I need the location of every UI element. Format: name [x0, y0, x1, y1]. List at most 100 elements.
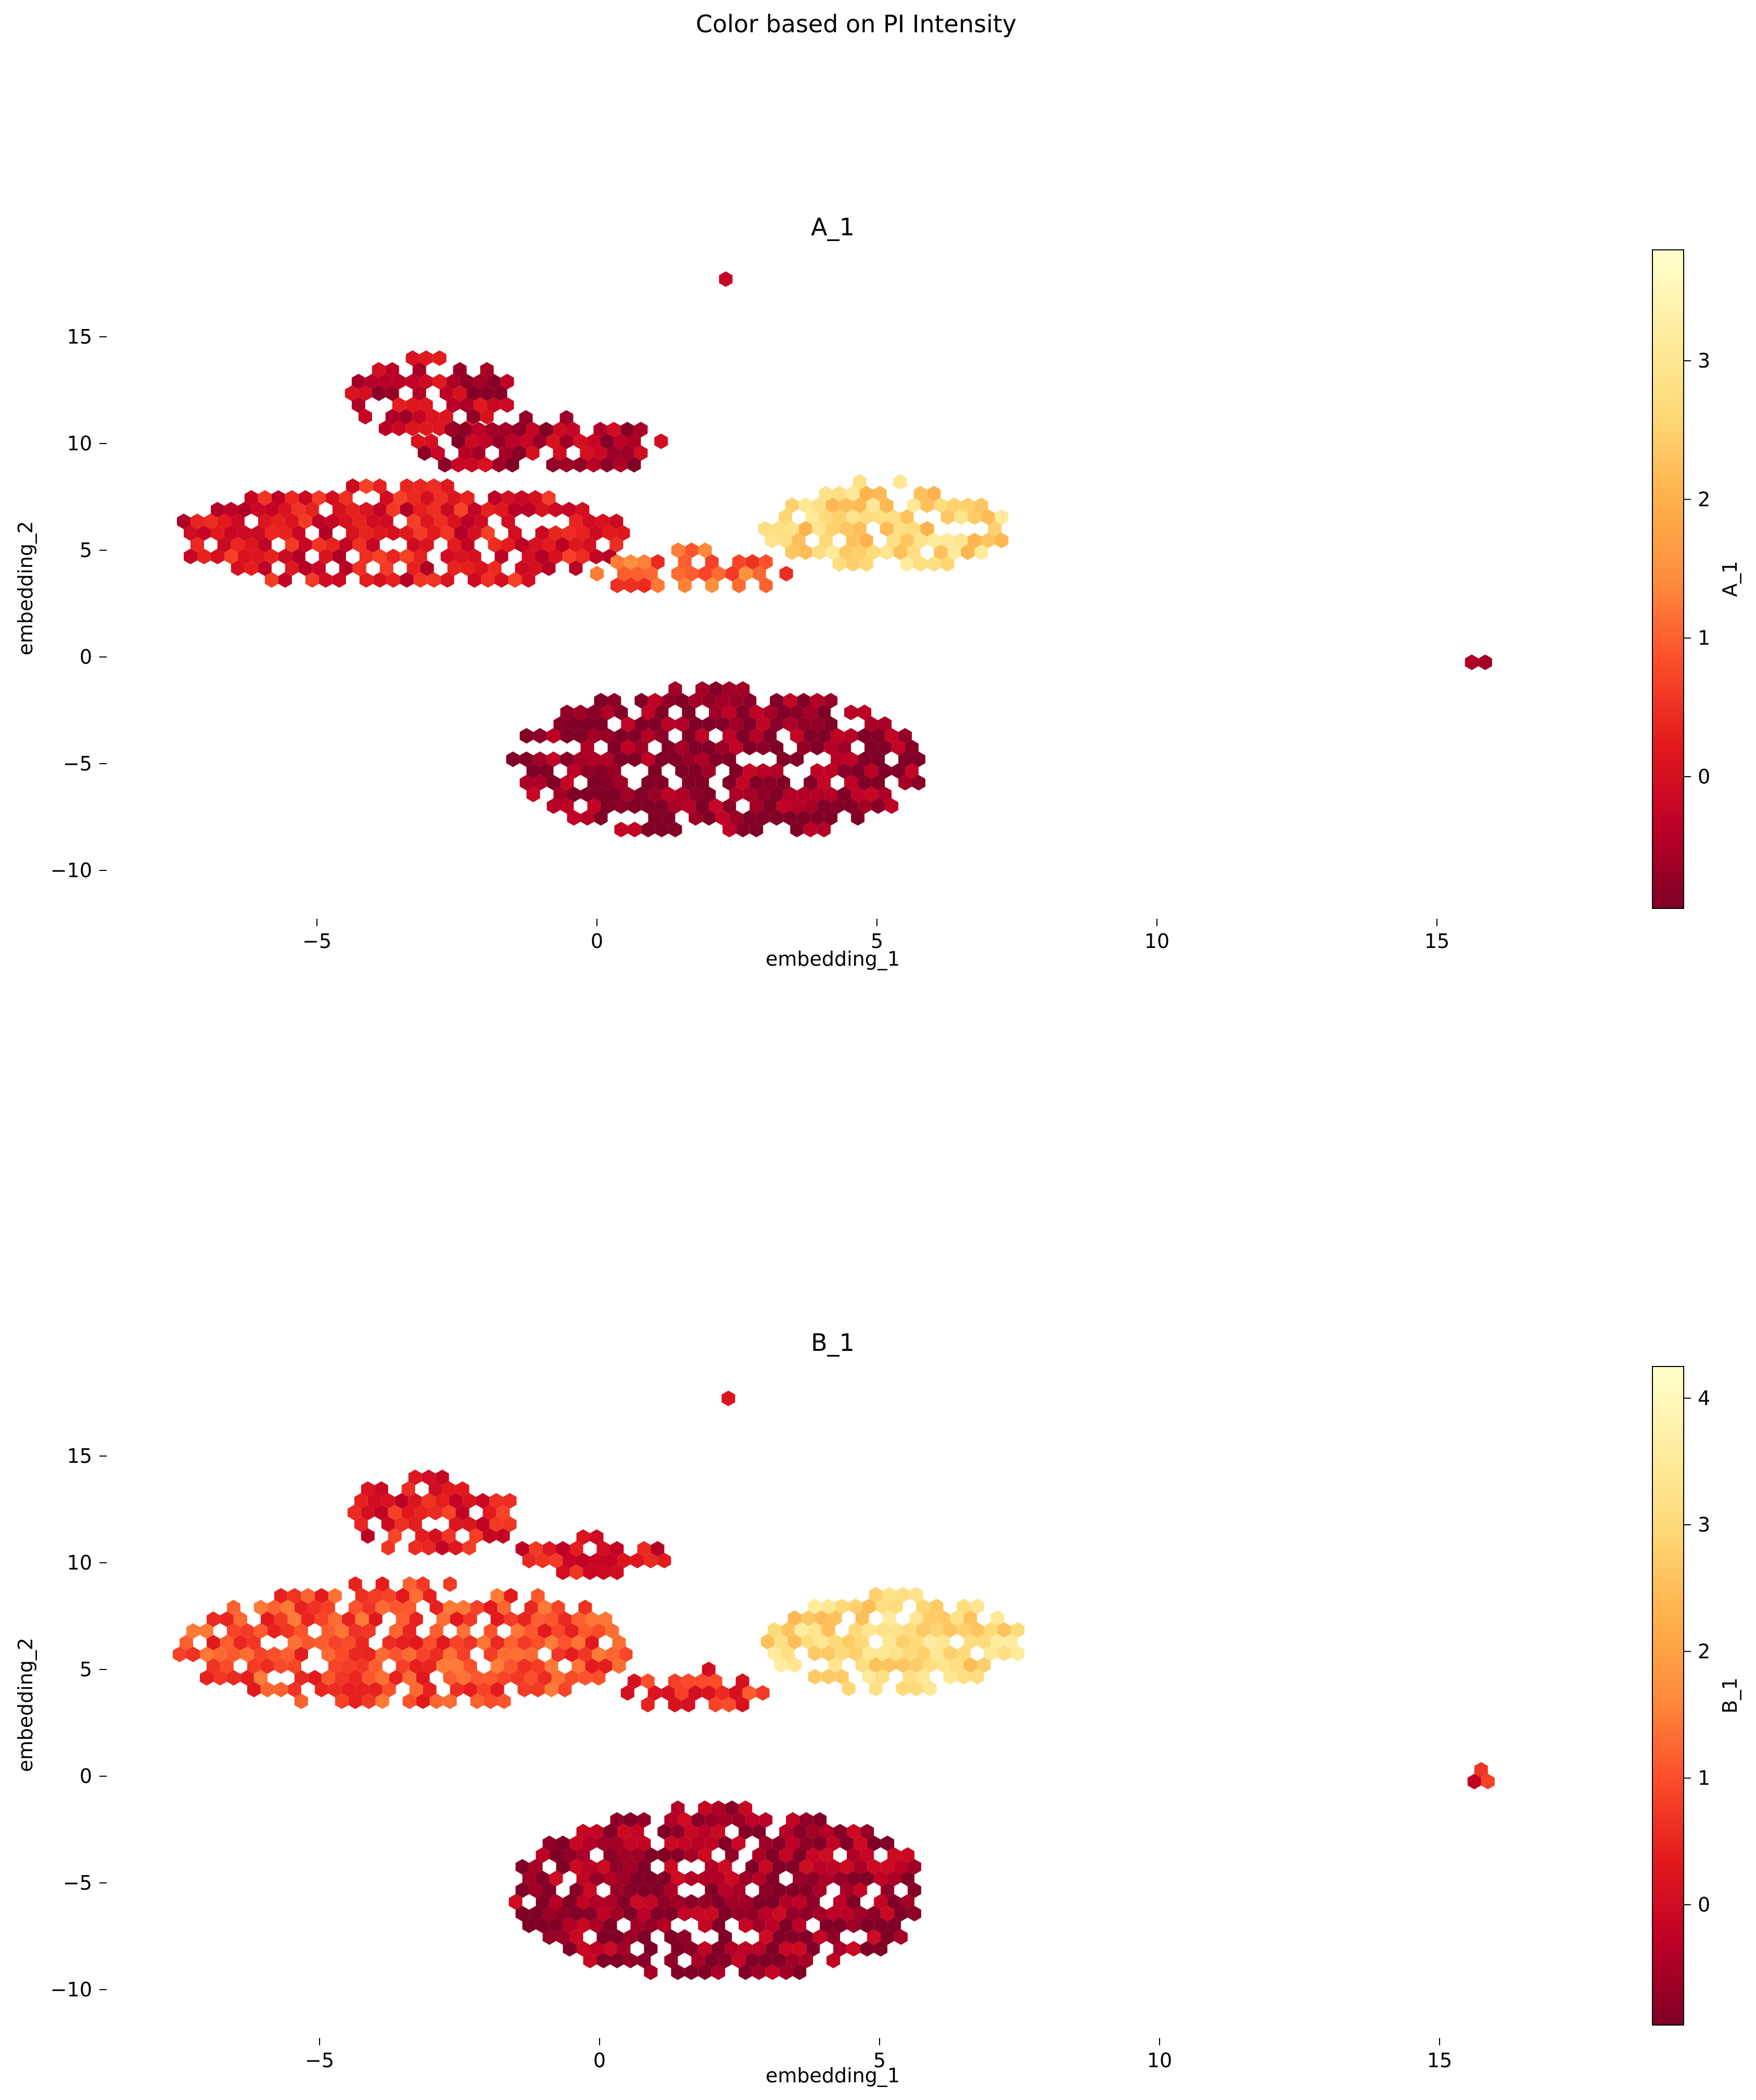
hex-cell — [440, 572, 454, 588]
hex-cell — [576, 1941, 590, 1957]
hex-cell — [786, 1859, 800, 1875]
hex-cell — [587, 704, 601, 720]
hex-cell — [574, 728, 588, 744]
hex-cell — [546, 751, 561, 767]
hex-cell — [820, 1824, 834, 1840]
hex-cell — [253, 1647, 268, 1662]
hex-cell — [487, 374, 501, 389]
hex-cell — [756, 787, 770, 802]
hex-cell — [462, 1540, 476, 1555]
hex-cell — [893, 521, 907, 537]
hex-cell — [549, 1917, 563, 1933]
hex-cell — [1474, 1762, 1488, 1778]
hex-cell — [779, 1847, 793, 1863]
hex-cell — [923, 1657, 937, 1673]
hex-cell — [379, 490, 393, 506]
hex-cell — [381, 1516, 395, 1532]
hex-cell — [358, 409, 372, 425]
hex-cell — [854, 1882, 868, 1898]
hex-cell — [909, 1610, 923, 1626]
hex-cell — [729, 716, 743, 732]
hex-cell — [896, 1657, 910, 1673]
hex-cell — [281, 1647, 295, 1662]
hex-cell — [711, 1824, 726, 1840]
hex-cell — [571, 1658, 586, 1674]
hex-cell — [392, 397, 406, 413]
hex-cell — [623, 1929, 638, 1945]
hex-cell — [578, 1647, 592, 1662]
hex-cell — [413, 549, 427, 564]
hex-cell — [815, 1610, 829, 1626]
hex-cell — [651, 1906, 665, 1921]
hex-cell — [566, 422, 580, 438]
hex-cell — [832, 556, 846, 572]
hex-cell — [533, 775, 547, 791]
hex-cell — [542, 1906, 556, 1921]
hex-cell — [526, 445, 540, 461]
hex-cell — [490, 1635, 504, 1651]
hex-cell — [628, 798, 642, 814]
hex-cell — [902, 1622, 917, 1638]
hex-cell — [671, 1964, 685, 1980]
hex-cell — [359, 478, 373, 494]
hex-cell — [610, 1836, 624, 1851]
y-tick-label: 15 — [67, 325, 92, 348]
hex-cell — [678, 1812, 692, 1828]
hex-cell — [408, 1470, 422, 1485]
hex-cell — [264, 549, 278, 564]
hex-cell — [854, 1859, 868, 1875]
hex-cell — [916, 1599, 930, 1614]
hex-cell — [623, 1906, 638, 1921]
hex-cell — [916, 1646, 930, 1661]
hex-cell — [522, 1917, 536, 1933]
hex-cell — [447, 490, 461, 506]
hex-cell — [749, 775, 764, 791]
hex-cell — [466, 385, 480, 401]
hex-cell — [844, 798, 858, 814]
hex-cell — [887, 1894, 901, 1910]
hex-cell — [628, 728, 642, 744]
hex-cell — [477, 1681, 491, 1698]
hex-cell — [483, 1623, 498, 1639]
hex-cell — [954, 509, 968, 525]
hex-cell — [285, 537, 299, 553]
hex-cell — [610, 1564, 624, 1580]
hex-cell — [657, 1870, 671, 1887]
hex-cell — [281, 1600, 295, 1615]
hex-cell — [325, 537, 339, 553]
hex-cell — [880, 544, 894, 560]
hex-cell — [860, 1824, 874, 1840]
hex-cell — [562, 525, 576, 541]
hex-cell — [587, 457, 601, 473]
hex-cell — [385, 409, 399, 425]
hex-cell — [1011, 1622, 1025, 1638]
hex-cell — [244, 537, 258, 553]
hex-cell — [855, 1610, 869, 1626]
hex-cell — [354, 1516, 368, 1532]
hex-cell — [260, 1681, 274, 1698]
hex-cell — [556, 1859, 570, 1875]
hex-cell — [705, 1812, 719, 1828]
hex-cell — [610, 1929, 624, 1945]
hex-cell — [314, 1588, 328, 1604]
hex-cell — [981, 533, 995, 549]
hex-cell — [573, 457, 587, 473]
hex-cell — [526, 787, 540, 802]
hex-cell — [348, 1623, 362, 1639]
hex-cell — [512, 445, 526, 461]
hex-cell — [844, 751, 858, 767]
hex-cell — [361, 1504, 375, 1521]
hex-cell — [661, 1685, 675, 1701]
hex-cell — [515, 1859, 529, 1875]
hex-cell — [617, 1847, 631, 1863]
hex-cell — [736, 821, 750, 838]
x-axis-label: embedding_1 — [766, 947, 900, 970]
hex-cell — [596, 1906, 610, 1921]
hex-cell — [594, 787, 608, 802]
hex-cell — [200, 1647, 213, 1662]
hex-cell — [793, 1870, 807, 1887]
hex-cell — [873, 509, 887, 525]
hex-cell — [657, 1824, 671, 1840]
hex-cell — [379, 513, 393, 529]
hex-cell — [725, 1941, 739, 1957]
